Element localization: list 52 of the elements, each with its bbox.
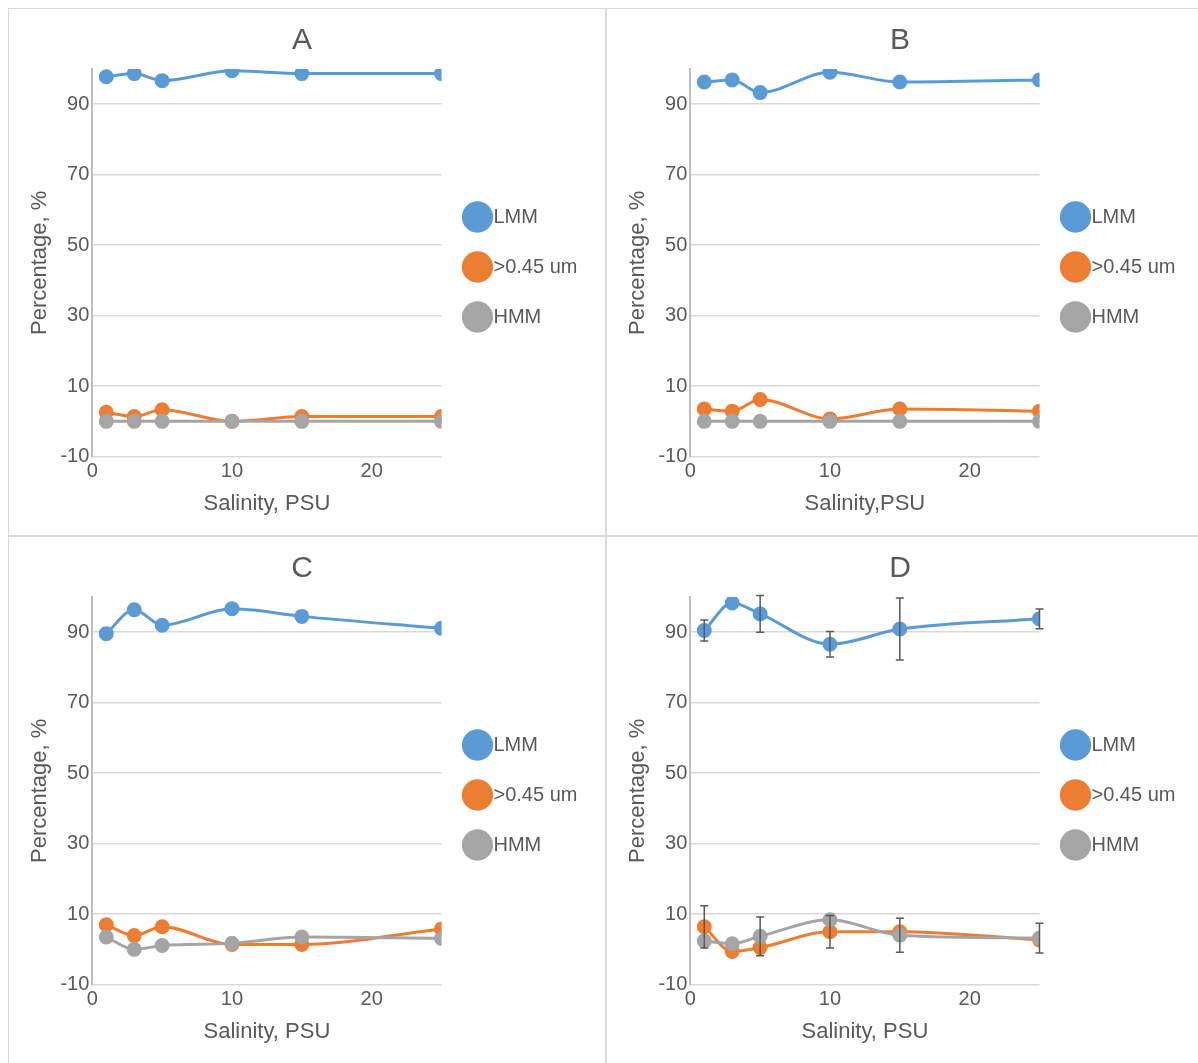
legend-label: >0.45 um: [1091, 254, 1176, 277]
y-tick-label: 50: [67, 232, 90, 255]
legend-label: LMM: [493, 204, 538, 227]
y-tick-label: 70: [67, 690, 90, 713]
x-tick-label: 10: [818, 987, 842, 1010]
legend-label: LMM: [1091, 204, 1136, 227]
y-axis-title: Percentage, %: [624, 190, 650, 335]
x-tick-label: 10: [818, 459, 842, 482]
y-tick-label: 70: [67, 162, 90, 185]
y-tick-label: 50: [67, 760, 90, 783]
y-tick-label: 10: [665, 901, 688, 924]
y-tick-label: 10: [67, 373, 90, 396]
x-axis-title: Salinity, PSU: [203, 1017, 331, 1043]
y-axis-title: Percentage, %: [624, 718, 650, 863]
y-tick-label: 90: [67, 91, 90, 114]
y-tick-label: 90: [67, 619, 90, 642]
legend-label: HMM: [493, 304, 542, 327]
legend-label: HMM: [1091, 832, 1140, 855]
y-tick-label: 30: [665, 831, 688, 854]
y-tick-label: 30: [67, 303, 90, 326]
x-axis-title: Salinity,PSU: [804, 489, 926, 515]
y-tick-label: 50: [665, 232, 688, 255]
legend-label: >0.45 um: [493, 254, 578, 277]
y-tick-label: 10: [665, 373, 688, 396]
y-tick-label: 90: [665, 619, 688, 642]
x-axis-title: Salinity, PSU: [203, 489, 331, 515]
y-tick-label: 70: [665, 690, 688, 713]
legend-label: LMM: [493, 732, 538, 755]
y-tick-label: 90: [665, 91, 688, 114]
y-axis-title: Percentage, %: [26, 190, 52, 335]
x-axis-title: Salinity, PSU: [801, 1017, 929, 1043]
x-tick-label: 10: [220, 987, 244, 1010]
chart-title: D: [889, 550, 911, 584]
y-tick-label: 70: [665, 162, 688, 185]
legend-label: >0.45 um: [493, 782, 578, 805]
x-tick-label: 20: [958, 459, 981, 482]
y-axis-title: Percentage, %: [26, 718, 52, 863]
x-tick-label: 20: [360, 987, 383, 1010]
y-tick-label: 50: [665, 760, 688, 783]
legend-label: HMM: [1091, 304, 1140, 327]
y-tick-label: 30: [665, 303, 688, 326]
chart-title: A: [291, 22, 313, 56]
chart-title: B: [889, 22, 911, 56]
legend-label: HMM: [493, 832, 542, 855]
x-tick-label: 10: [220, 459, 244, 482]
x-tick-label: 20: [958, 987, 981, 1010]
y-tick-label: 30: [67, 831, 90, 854]
y-tick-label: 10: [67, 901, 90, 924]
legend-label: >0.45 um: [1091, 782, 1176, 805]
x-tick-label: 20: [360, 459, 383, 482]
legend-label: LMM: [1091, 732, 1136, 755]
chart-title: C: [291, 550, 313, 584]
